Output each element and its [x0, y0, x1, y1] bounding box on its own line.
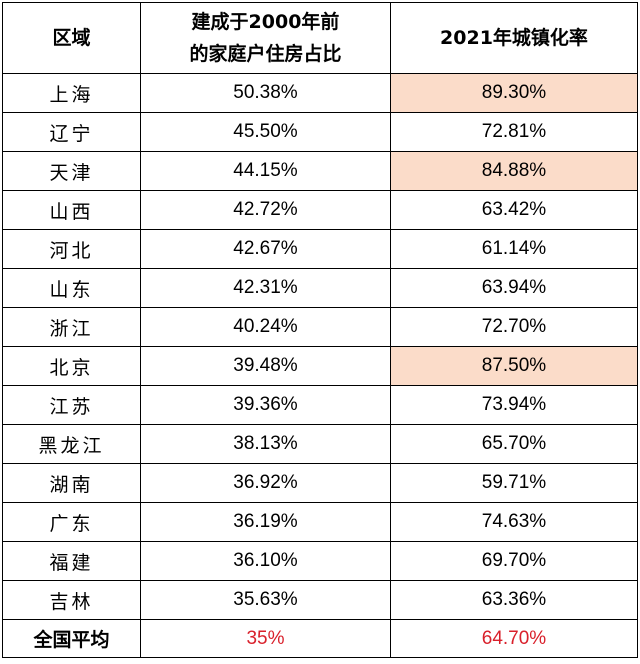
- pre2000-share-cell: 38.13%: [140, 424, 391, 464]
- urbanization-cell: 72.81%: [390, 112, 638, 152]
- region-cell: 辽宁: [2, 112, 141, 152]
- table-row: 河北 42.67% 61.14%: [2, 229, 638, 269]
- pre2000-share-cell: 44.15%: [140, 151, 391, 191]
- pre2000-share-cell: 39.36%: [140, 385, 391, 425]
- pre2000-share-cell: 42.67%: [140, 229, 391, 269]
- urbanization-cell: 63.94%: [390, 268, 638, 308]
- table-row: 福建 36.10% 69.70%: [2, 541, 638, 581]
- national-average-urbanization: 64.70%: [390, 619, 638, 658]
- table-row: 吉林 35.63% 63.36%: [2, 580, 638, 620]
- header-urbanization-2021: 2021年城镇化率: [390, 2, 638, 74]
- pre2000-share-cell: 36.19%: [140, 502, 391, 542]
- header-pre2000-line2: 的家庭户住房占比: [189, 43, 342, 65]
- urbanization-cell-highlighted: 84.88%: [390, 151, 638, 191]
- region-cell: 北京: [2, 346, 141, 386]
- pre2000-share-cell: 45.50%: [140, 112, 391, 152]
- urbanization-cell: 63.36%: [390, 580, 638, 620]
- region-cell: 黑龙江: [2, 424, 141, 464]
- pre2000-share-cell: 36.92%: [140, 463, 391, 503]
- table-row: 山东 42.31% 63.94%: [2, 268, 638, 308]
- table-row: 江苏 39.36% 73.94%: [2, 385, 638, 425]
- table-row: 湖南 36.92% 59.71%: [2, 463, 638, 503]
- table-body: 上海 50.38% 89.30% 辽宁 45.50% 72.81% 天津 44.15% 84.8…: [2, 73, 638, 658]
- urbanization-cell: 72.70%: [390, 307, 638, 347]
- region-cell: 上海: [2, 73, 141, 113]
- national-average-row: 全国平均 35% 64.70%: [2, 619, 638, 658]
- header-pre2000-share: 建成于2000年前 的家庭户住房占比: [140, 2, 391, 74]
- table-header-row: 区域 建成于2000年前 的家庭户住房占比 2021年城镇化率: [2, 2, 638, 74]
- national-average-pre2000: 35%: [140, 619, 391, 658]
- urbanization-cell: 69.70%: [390, 541, 638, 581]
- region-cell: 天津: [2, 151, 141, 191]
- table-row: 广东 36.19% 74.63%: [2, 502, 638, 542]
- pre2000-share-cell: 42.72%: [140, 190, 391, 230]
- region-cell: 山西: [2, 190, 141, 230]
- pre2000-share-cell: 42.31%: [140, 268, 391, 308]
- region-cell: 广东: [2, 502, 141, 542]
- region-cell: 湖南: [2, 463, 141, 503]
- region-cell: 河北: [2, 229, 141, 269]
- table-row: 黑龙江 38.13% 65.70%: [2, 424, 638, 464]
- region-cell: 江苏: [2, 385, 141, 425]
- urbanization-cell: 74.63%: [390, 502, 638, 542]
- pre2000-share-cell: 35.63%: [140, 580, 391, 620]
- table-row: 上海 50.38% 89.30%: [2, 73, 638, 113]
- pre2000-share-cell: 40.24%: [140, 307, 391, 347]
- pre2000-share-cell: 50.38%: [140, 73, 391, 113]
- table-row: 浙江 40.24% 72.70%: [2, 307, 638, 347]
- header-region: 区域: [2, 2, 141, 74]
- pre2000-share-cell: 36.10%: [140, 541, 391, 581]
- header-pre2000-line1: 建成于2000年前: [191, 11, 340, 33]
- urbanization-cell-highlighted: 89.30%: [390, 73, 638, 113]
- region-cell: 吉林: [2, 580, 141, 620]
- urbanization-cell: 73.94%: [390, 385, 638, 425]
- urbanization-cell-highlighted: 87.50%: [390, 346, 638, 386]
- region-cell: 浙江: [2, 307, 141, 347]
- table-row: 辽宁 45.50% 72.81%: [2, 112, 638, 152]
- national-average-label: 全国平均: [2, 619, 141, 658]
- urbanization-cell: 59.71%: [390, 463, 638, 503]
- urbanization-cell: 65.70%: [390, 424, 638, 464]
- urbanization-cell: 63.42%: [390, 190, 638, 230]
- pre2000-share-cell: 39.48%: [140, 346, 391, 386]
- table-row: 天津 44.15% 84.88%: [2, 151, 638, 191]
- table-row: 北京 39.48% 87.50%: [2, 346, 638, 386]
- table-row: 山西 42.72% 63.42%: [2, 190, 638, 230]
- region-cell: 山东: [2, 268, 141, 308]
- urbanization-cell: 61.14%: [390, 229, 638, 269]
- region-cell: 福建: [2, 541, 141, 581]
